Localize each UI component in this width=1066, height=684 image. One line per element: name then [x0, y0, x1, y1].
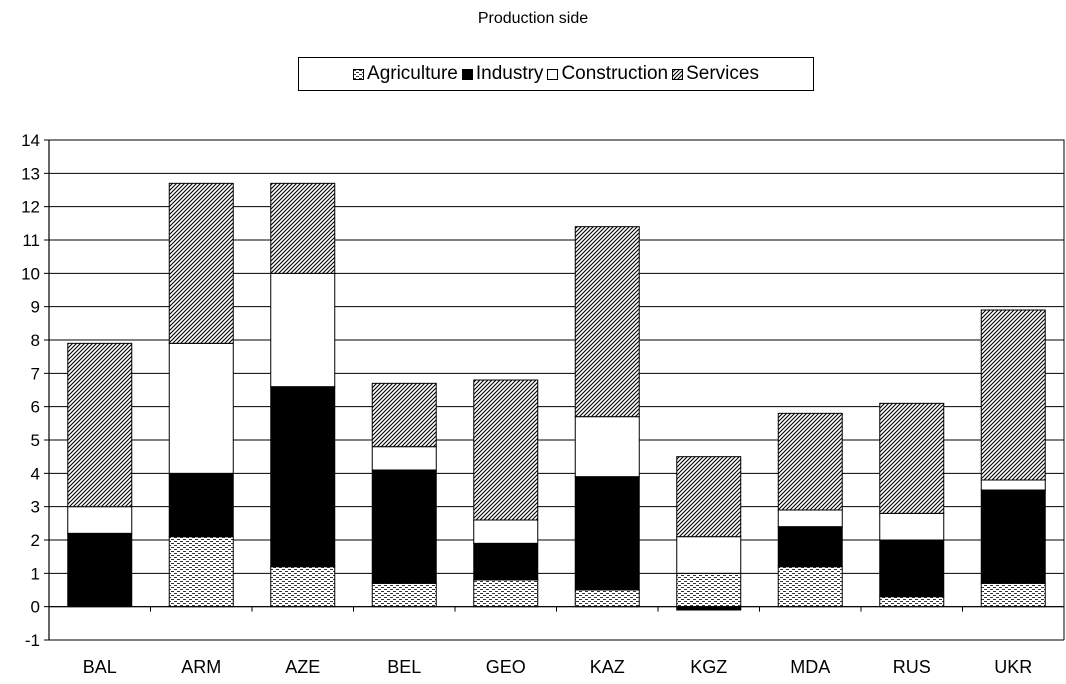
- y-tick-label: 10: [21, 264, 40, 283]
- legend-swatch-agriculture: [353, 68, 365, 80]
- bar-services-bal: [67, 342, 133, 508]
- legend-item-agriculture: Agriculture: [353, 63, 458, 85]
- chart-title: Production side: [477, 10, 589, 27]
- bar-services-kaz: [574, 226, 640, 418]
- bar-construction-kaz: [574, 416, 640, 478]
- legend-item-industry: Industry: [461, 63, 544, 85]
- bar-industry-mda: [777, 526, 843, 568]
- bar-construction-geo: [473, 519, 539, 544]
- bar-construction-mda: [777, 509, 843, 528]
- bar-construction-arm: [168, 342, 234, 474]
- bar-construction-rus: [879, 512, 945, 541]
- bar-services-aze: [270, 182, 336, 274]
- bar-agriculture-geo: [473, 579, 539, 608]
- bar-agriculture-bel: [371, 582, 437, 608]
- bar-construction-aze: [270, 272, 336, 388]
- x-tick-label: RUS: [893, 657, 931, 677]
- legend-item-construction: Construction: [547, 63, 668, 85]
- bars: [67, 182, 1046, 611]
- legend: Agriculture Industry Construction Servic…: [298, 57, 814, 91]
- legend-swatch-services: [672, 68, 684, 80]
- x-tick-label: AZE: [285, 657, 320, 677]
- y-tick-label: 0: [31, 598, 40, 617]
- x-tick-label: UKR: [994, 657, 1032, 677]
- bar-agriculture-mda: [777, 566, 843, 608]
- y-tick-label: -1: [25, 631, 40, 650]
- legend-swatch-construction: [547, 68, 559, 80]
- bar-industry-kgz: [676, 606, 742, 611]
- bar-agriculture-aze: [270, 566, 336, 608]
- y-tick-label: 12: [21, 198, 40, 217]
- legend-label-construction: Construction: [561, 63, 669, 84]
- bar-industry-ukr: [980, 489, 1046, 584]
- y-tick-label: 6: [31, 398, 40, 417]
- x-tick-label: MDA: [790, 657, 830, 677]
- bar-industry-bel: [371, 469, 437, 584]
- bar-industry-kaz: [574, 476, 640, 591]
- x-tick-label: ARM: [181, 657, 221, 677]
- bar-industry-bal: [67, 532, 133, 608]
- x-tick-label: BEL: [387, 657, 421, 677]
- y-tick-label: 11: [22, 231, 40, 250]
- x-tick-label: BAL: [83, 657, 117, 677]
- bar-services-rus: [879, 402, 945, 514]
- y-tick-label: 1: [31, 564, 40, 583]
- bar-services-geo: [473, 379, 539, 521]
- bar-services-mda: [777, 412, 843, 511]
- bar-agriculture-kaz: [574, 589, 640, 608]
- y-tick-label: 3: [31, 498, 40, 517]
- bar-agriculture-arm: [168, 536, 234, 608]
- bar-construction-bel: [371, 446, 437, 471]
- bar-construction-ukr: [980, 479, 1046, 491]
- bar-industry-geo: [473, 542, 539, 581]
- plot-frame: [49, 139, 1065, 640]
- y-tick-label: 5: [31, 431, 40, 450]
- bar-services-ukr: [980, 309, 1046, 481]
- x-tick-label: GEO: [486, 657, 526, 677]
- gridlines: [49, 172, 1064, 641]
- bar-industry-rus: [879, 539, 945, 598]
- bar-services-kgz: [676, 456, 742, 538]
- y-tick-label: 8: [31, 331, 40, 350]
- bar-services-bel: [371, 382, 437, 448]
- legend-label-services: Services: [686, 63, 759, 84]
- y-tick-label: 4: [31, 464, 40, 483]
- x-tick-label: KAZ: [590, 657, 625, 677]
- x-tick-label: KGZ: [690, 657, 727, 677]
- y-tick-label: 7: [31, 364, 40, 383]
- legend-label-industry: Industry: [475, 63, 544, 84]
- bar-industry-aze: [270, 386, 336, 568]
- y-tick-label: 2: [31, 531, 40, 550]
- legend-item-services: Services: [672, 63, 759, 85]
- bar-agriculture-ukr: [980, 582, 1046, 608]
- bar-construction-kgz: [676, 536, 742, 574]
- bar-services-arm: [168, 182, 234, 344]
- bar-agriculture-kgz: [676, 572, 742, 608]
- y-tick-label: 9: [31, 298, 40, 317]
- legend-label-agriculture: Agriculture: [367, 63, 458, 84]
- bar-agriculture-rus: [879, 596, 945, 608]
- y-tick-label: 13: [21, 164, 40, 183]
- y-tick-label: 14: [21, 131, 40, 150]
- bar-industry-arm: [168, 472, 234, 538]
- bar-construction-bal: [67, 506, 133, 534]
- legend-swatch-industry: [461, 68, 473, 80]
